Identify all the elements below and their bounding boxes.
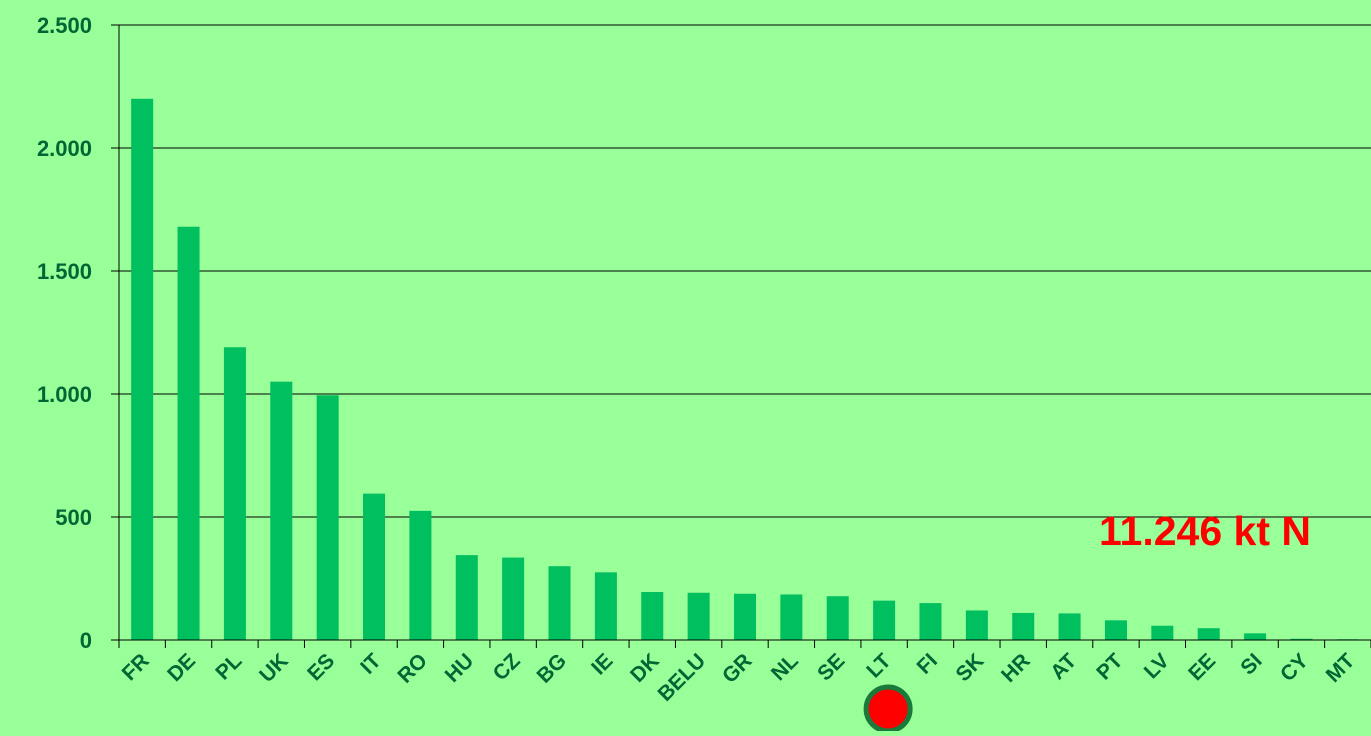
- x-tick-label: NL: [767, 649, 803, 685]
- bar-fi: [919, 603, 942, 640]
- bar-at: [1058, 613, 1081, 640]
- x-tick-label: HR: [997, 649, 1035, 687]
- x-tick-label: HU: [441, 649, 479, 687]
- x-tick-label: IT: [356, 649, 386, 679]
- y-tick-label: 500: [55, 505, 92, 530]
- bar-cy: [1290, 638, 1313, 640]
- x-tick-label: DE: [163, 649, 200, 686]
- y-tick-label: 2.500: [37, 13, 92, 38]
- x-tick-label: EE: [1184, 649, 1220, 685]
- bar-ro: [409, 510, 432, 640]
- x-tick-label: UK: [255, 649, 293, 687]
- y-tick-label: 2.000: [37, 136, 92, 161]
- bar-uk: [270, 381, 293, 640]
- x-tick-label: BELU: [653, 649, 710, 706]
- x-tick-label: CZ: [489, 649, 525, 685]
- bar-ee: [1197, 628, 1220, 640]
- bar-hu: [455, 555, 478, 640]
- x-tick-label: PT: [1092, 649, 1127, 684]
- gridlines: [119, 24, 1371, 518]
- x-tick-label: RO: [393, 649, 432, 688]
- highlight-marker: [863, 684, 913, 734]
- x-tick-label: MT: [1322, 649, 1360, 687]
- y-tick-label: 0: [80, 628, 92, 653]
- x-tick-label: LV: [1140, 649, 1174, 683]
- x-tick-label: PL: [211, 649, 246, 684]
- x-tick-label: BG: [533, 649, 572, 688]
- bar-de: [177, 226, 200, 640]
- bar-fr: [131, 98, 154, 641]
- x-tick-label: ES: [303, 649, 339, 685]
- highlight-marker-circle: [863, 684, 913, 734]
- bar-sk: [965, 610, 988, 640]
- bar-pt: [1104, 620, 1127, 640]
- bars: [131, 98, 1359, 641]
- x-tick-label: DK: [626, 649, 664, 687]
- bar-it: [363, 493, 386, 640]
- bar-si: [1244, 633, 1267, 640]
- y-tick-label: 1.500: [37, 259, 92, 284]
- bar-nl: [780, 594, 803, 640]
- bar-es: [316, 395, 339, 640]
- bar-dk: [641, 592, 664, 640]
- axes: [118, 25, 1371, 648]
- bar-se: [826, 596, 849, 640]
- bar-gr: [734, 593, 756, 640]
- bar-hr: [1012, 612, 1035, 640]
- x-tick-label: SI: [1236, 649, 1266, 679]
- bar-belu: [687, 592, 710, 640]
- bar-lt: [873, 600, 896, 640]
- x-tick-label: FI: [913, 649, 942, 678]
- y-axis-ticks: 0 500 1.000 1.500 2.000 2.500: [37, 13, 119, 653]
- bar-ie: [594, 572, 617, 640]
- total-annotation: 11.246 kt N: [1099, 508, 1311, 554]
- y-tick-label: 1.000: [37, 382, 92, 407]
- bar-lv: [1151, 625, 1174, 640]
- bar-pl: [223, 347, 246, 640]
- x-tick-label: LT: [862, 649, 895, 682]
- x-tick-label: SK: [951, 649, 988, 686]
- x-tick-label: CY: [1276, 649, 1313, 686]
- x-tick-label: AT: [1046, 649, 1081, 684]
- x-tick-label: IE: [587, 649, 617, 679]
- x-tick-label: FR: [118, 649, 154, 685]
- x-tick-label: GR: [718, 649, 757, 688]
- bar-cz: [502, 557, 525, 640]
- bar-bg: [548, 566, 571, 640]
- x-tick-label: SE: [813, 649, 849, 685]
